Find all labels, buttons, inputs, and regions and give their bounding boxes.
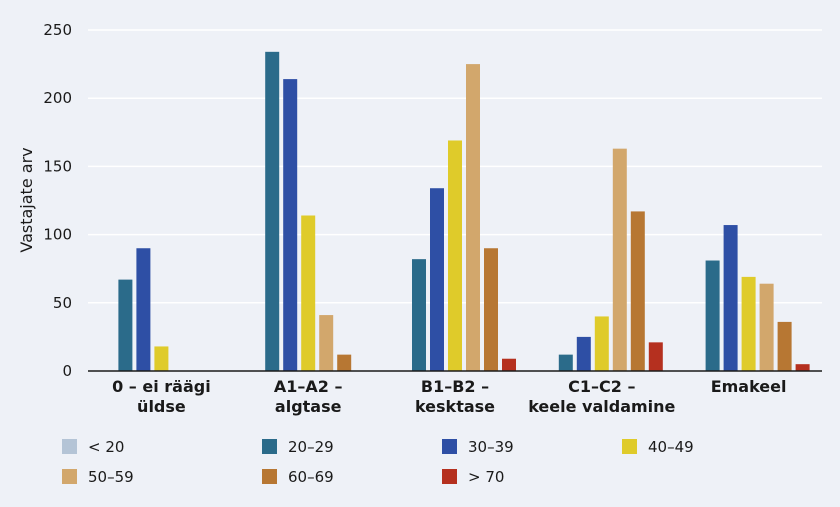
bar (648, 342, 663, 371)
legend-swatch (442, 469, 457, 484)
y-tick-label: 250 (43, 21, 72, 39)
x-category-label: algtase (275, 397, 342, 416)
x-category-label: A1–A2 – (274, 377, 343, 396)
legend-label: > 70 (468, 468, 504, 486)
y-tick-label: 0 (62, 362, 72, 380)
legend-label: 20–29 (288, 438, 334, 456)
bar (136, 248, 151, 371)
legend-label: 30–39 (468, 438, 514, 456)
bar (265, 51, 280, 371)
legend-label: < 20 (88, 438, 124, 456)
bar (612, 148, 627, 371)
y-tick-label: 100 (43, 226, 72, 244)
bar (502, 358, 516, 371)
bars (118, 51, 810, 371)
x-category-label: B1–B2 – (421, 377, 489, 396)
bar (795, 364, 810, 371)
bar (301, 215, 316, 371)
bar (448, 140, 462, 371)
legend-swatch (262, 469, 277, 484)
bar (484, 248, 498, 371)
x-category-label: kesktase (415, 397, 495, 416)
legend: < 20 20–29 30–39 40–49 50–59 60–69 > 70 (62, 438, 694, 486)
x-category-label: C1–C2 – (568, 377, 635, 396)
x-category-label: 0 – ei räägi (112, 377, 211, 396)
bar (723, 225, 738, 371)
bar (283, 79, 298, 371)
bar (466, 64, 480, 371)
legend-swatch (622, 439, 637, 454)
x-category-label: Emakeel (711, 377, 787, 396)
legend-swatch (62, 439, 77, 454)
bar (337, 354, 352, 371)
y-tick-label: 150 (43, 157, 72, 175)
legend-swatch (62, 469, 77, 484)
bar (594, 316, 609, 371)
legend-label: 40–49 (648, 438, 694, 456)
bar (558, 354, 573, 371)
bar (705, 260, 720, 371)
legend-label: 60–69 (288, 468, 334, 486)
bar (430, 188, 444, 371)
y-axis-ticks: 0 50 100 150 200 250 (43, 21, 72, 380)
legend-label: 50–59 (88, 468, 134, 486)
bar (576, 336, 591, 371)
y-tick-label: 50 (53, 294, 72, 312)
bar (630, 211, 645, 371)
bar (118, 279, 133, 371)
bar (741, 276, 756, 371)
bar (777, 321, 792, 371)
bar (154, 346, 169, 371)
x-category-label: keele valdamine (528, 397, 675, 416)
y-tick-label: 200 (43, 89, 72, 107)
x-category-label: üldse (137, 397, 186, 416)
bar (759, 283, 774, 371)
bar (412, 259, 426, 371)
legend-swatch (442, 439, 457, 454)
bar (319, 315, 334, 371)
y-axis-label: Vastajate arv (17, 147, 36, 252)
legend-swatch (262, 439, 277, 454)
